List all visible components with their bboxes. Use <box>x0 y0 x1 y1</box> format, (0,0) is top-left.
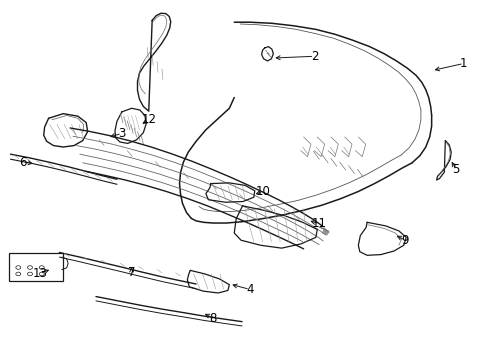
Text: 10: 10 <box>256 185 270 198</box>
Text: 9: 9 <box>401 234 409 247</box>
Text: 3: 3 <box>118 127 125 140</box>
Text: 8: 8 <box>210 311 217 325</box>
Text: 7: 7 <box>128 266 135 279</box>
Text: 11: 11 <box>312 217 327 230</box>
Text: 6: 6 <box>20 156 27 168</box>
Text: 12: 12 <box>141 113 156 126</box>
Text: 13: 13 <box>32 267 47 280</box>
Text: 5: 5 <box>452 163 460 176</box>
Text: 2: 2 <box>311 50 318 63</box>
Text: 4: 4 <box>246 283 254 296</box>
Text: 1: 1 <box>460 57 467 70</box>
